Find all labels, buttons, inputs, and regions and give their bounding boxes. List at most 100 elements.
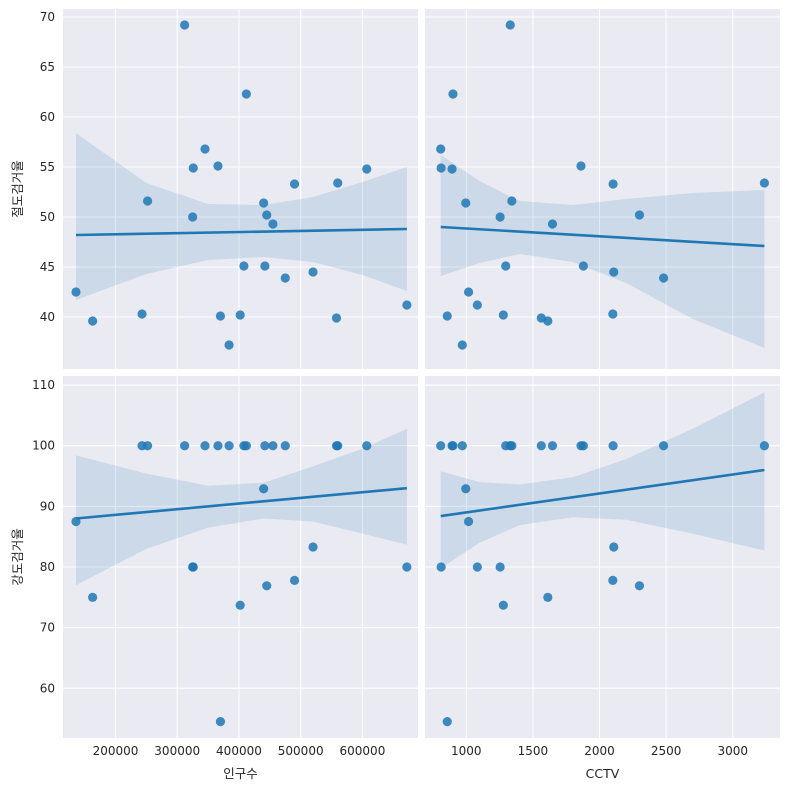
scatter-point xyxy=(308,267,318,277)
scatter-point xyxy=(501,261,511,271)
y-tick-label: 90 xyxy=(40,499,55,513)
scatter-point xyxy=(463,516,474,527)
scatter-point xyxy=(215,311,226,321)
scatter-point xyxy=(457,441,467,451)
scatter-point xyxy=(461,484,471,494)
scatter-point xyxy=(200,144,210,154)
y-tick-label: 70 xyxy=(40,10,55,24)
scatter-point xyxy=(362,164,372,174)
scatter-point xyxy=(188,562,198,572)
scatter-point xyxy=(333,178,343,188)
y-tick-label: 80 xyxy=(40,560,55,574)
scatter-point xyxy=(442,311,452,321)
scatter-point xyxy=(759,441,770,451)
scatter-point xyxy=(658,273,669,283)
scatter-point xyxy=(235,310,245,320)
scatter-point xyxy=(259,198,269,208)
scatter-point xyxy=(88,592,98,602)
scatter-point xyxy=(180,441,190,451)
scatter-point xyxy=(308,542,318,552)
scatter-point xyxy=(634,581,645,591)
scatter-point xyxy=(402,562,412,572)
scatter-point xyxy=(505,20,515,30)
scatter-point xyxy=(759,178,770,188)
scatter-point xyxy=(137,309,147,319)
scatter-point xyxy=(436,163,446,173)
scatter-point xyxy=(447,164,457,174)
y-tick-label: 100 xyxy=(32,439,55,453)
scatter-point xyxy=(213,161,223,171)
scatter-point xyxy=(262,581,272,591)
scatter-point xyxy=(224,340,234,350)
scatter-point xyxy=(259,484,269,494)
panel-plot-area xyxy=(436,20,770,350)
scatter-point xyxy=(436,441,446,451)
scatter-point xyxy=(543,316,553,326)
scatter-point xyxy=(498,600,508,610)
scatter-point xyxy=(442,717,452,727)
confidence-band xyxy=(440,392,765,569)
x-tick-label: 200000 xyxy=(93,744,139,758)
x-tick-label: 400000 xyxy=(216,744,262,758)
y-axis-label: 절도검거율 xyxy=(10,160,25,218)
panel-background xyxy=(63,9,418,369)
x-tick-label: 300000 xyxy=(154,744,200,758)
panel-plot-area xyxy=(71,20,412,350)
scatter-point xyxy=(495,562,505,572)
x-tick-label: 3000 xyxy=(717,744,748,758)
scatter-point xyxy=(547,219,558,229)
scatter-point xyxy=(142,196,153,206)
x-tick-label: 1000 xyxy=(451,744,482,758)
scatter-point xyxy=(609,542,619,552)
scatter-point xyxy=(235,600,245,610)
scatter-point xyxy=(289,179,300,189)
confidence-band xyxy=(75,428,407,586)
regression-line xyxy=(440,468,765,518)
x-tick-label: 1500 xyxy=(518,744,549,758)
scatter-point xyxy=(578,441,588,451)
y-tick-label: 60 xyxy=(40,110,55,124)
y-tick-label: 65 xyxy=(40,60,55,74)
scatter-point xyxy=(188,212,198,222)
y-tick-label: 50 xyxy=(40,210,55,224)
panel-0-0: 40 45 50 55 60 65 70 xyxy=(40,9,418,369)
scatter-point xyxy=(260,441,270,451)
scatter-point xyxy=(402,300,412,310)
scatter-point xyxy=(495,212,505,222)
scatter-point xyxy=(461,198,471,208)
scatter-point xyxy=(260,261,270,271)
scatter-point xyxy=(608,575,618,585)
scatter-point xyxy=(608,309,618,319)
regression-line xyxy=(75,486,408,520)
y-tick-label: 70 xyxy=(40,621,55,635)
scatter-point xyxy=(457,340,467,350)
scatter-point xyxy=(547,441,558,451)
y-tick-label: 60 xyxy=(40,681,55,695)
scatter-point xyxy=(609,267,619,277)
scatter-point xyxy=(241,441,251,451)
scatter-point xyxy=(576,161,586,171)
panel-background xyxy=(425,376,780,738)
confidence-band xyxy=(440,155,765,348)
scatter-point xyxy=(578,261,588,271)
scatter-point xyxy=(213,441,223,451)
scatter-point xyxy=(543,592,553,602)
scatter-point xyxy=(634,210,645,220)
scatter-point xyxy=(241,89,251,99)
y-tick-label: 45 xyxy=(40,260,55,274)
x-tick-label: 500000 xyxy=(278,744,324,758)
scatter-point xyxy=(608,179,618,189)
scatter-point xyxy=(239,261,249,271)
scatter-point xyxy=(280,273,290,283)
scatter-point xyxy=(436,562,446,572)
scatter-point xyxy=(658,441,669,451)
y-axis-label: 강도검거율 xyxy=(10,528,25,586)
scatter-point xyxy=(200,441,210,451)
panel-plot-area xyxy=(436,392,770,727)
scatter-point xyxy=(180,20,190,30)
scatter-point xyxy=(362,441,372,451)
scatter-point xyxy=(498,310,508,320)
scatter-point xyxy=(268,441,278,451)
